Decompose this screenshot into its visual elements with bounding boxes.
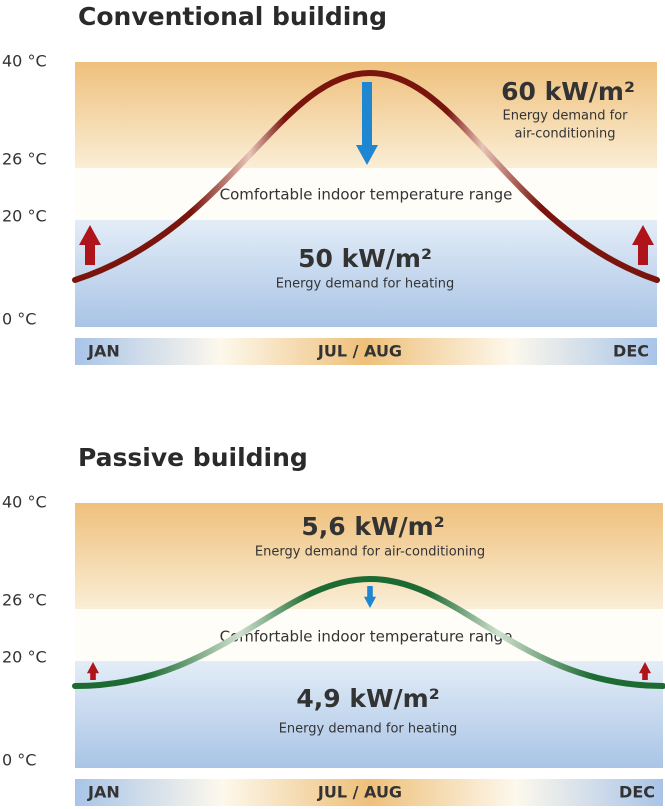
bottom-caption: Energy demand for heating (276, 277, 455, 292)
y-label: 20 °C (2, 648, 47, 667)
month-label: DEC (613, 342, 649, 361)
heating-arrow (638, 662, 652, 680)
y-label: 26 °C (2, 591, 47, 610)
top-caption: air-conditioning (515, 127, 616, 142)
top-value: 60 kW/m² (501, 77, 635, 106)
y-label: 26 °C (2, 150, 47, 169)
cooling-arrow (363, 586, 377, 608)
month-label: JUL / AUG (317, 342, 402, 361)
y-label: 0 °C (2, 310, 36, 329)
comfort-label: Comfortable indoor temperature range (220, 186, 513, 204)
month-bar (75, 338, 657, 365)
comfort-label: Comfortable indoor temperature range (220, 628, 513, 646)
month-label: JAN (87, 342, 120, 361)
comfort-band (75, 168, 657, 220)
y-label: 0 °C (2, 751, 36, 770)
chart-title: Conventional building (78, 2, 387, 31)
y-label: 40 °C (2, 52, 47, 71)
bottom-value: 4,9 kW/m² (296, 684, 439, 713)
month-label: DEC (619, 783, 655, 802)
bottom-caption: Energy demand for heating (279, 722, 458, 737)
top-value: 5,6 kW/m² (301, 512, 444, 541)
heating-arrow (632, 225, 654, 265)
cold-band (75, 661, 663, 768)
top-caption: Energy demand for (502, 109, 628, 124)
heating-arrow (79, 225, 101, 265)
cooling-arrow (356, 82, 378, 165)
temperature-curve (72, 575, 665, 689)
chart-title: Passive building (78, 443, 308, 472)
cold-band (75, 220, 657, 327)
month-label: JAN (87, 783, 120, 802)
y-label: 20 °C (2, 207, 47, 226)
y-label: 40 °C (2, 493, 47, 512)
top-caption: Energy demand for air-conditioning (255, 545, 485, 560)
bottom-value: 50 kW/m² (298, 244, 432, 273)
month-label: JUL / AUG (317, 783, 402, 802)
temperature-curve (72, 69, 660, 283)
comfort-band (75, 609, 663, 661)
month-bar (75, 779, 663, 806)
heating-arrow (86, 662, 100, 680)
